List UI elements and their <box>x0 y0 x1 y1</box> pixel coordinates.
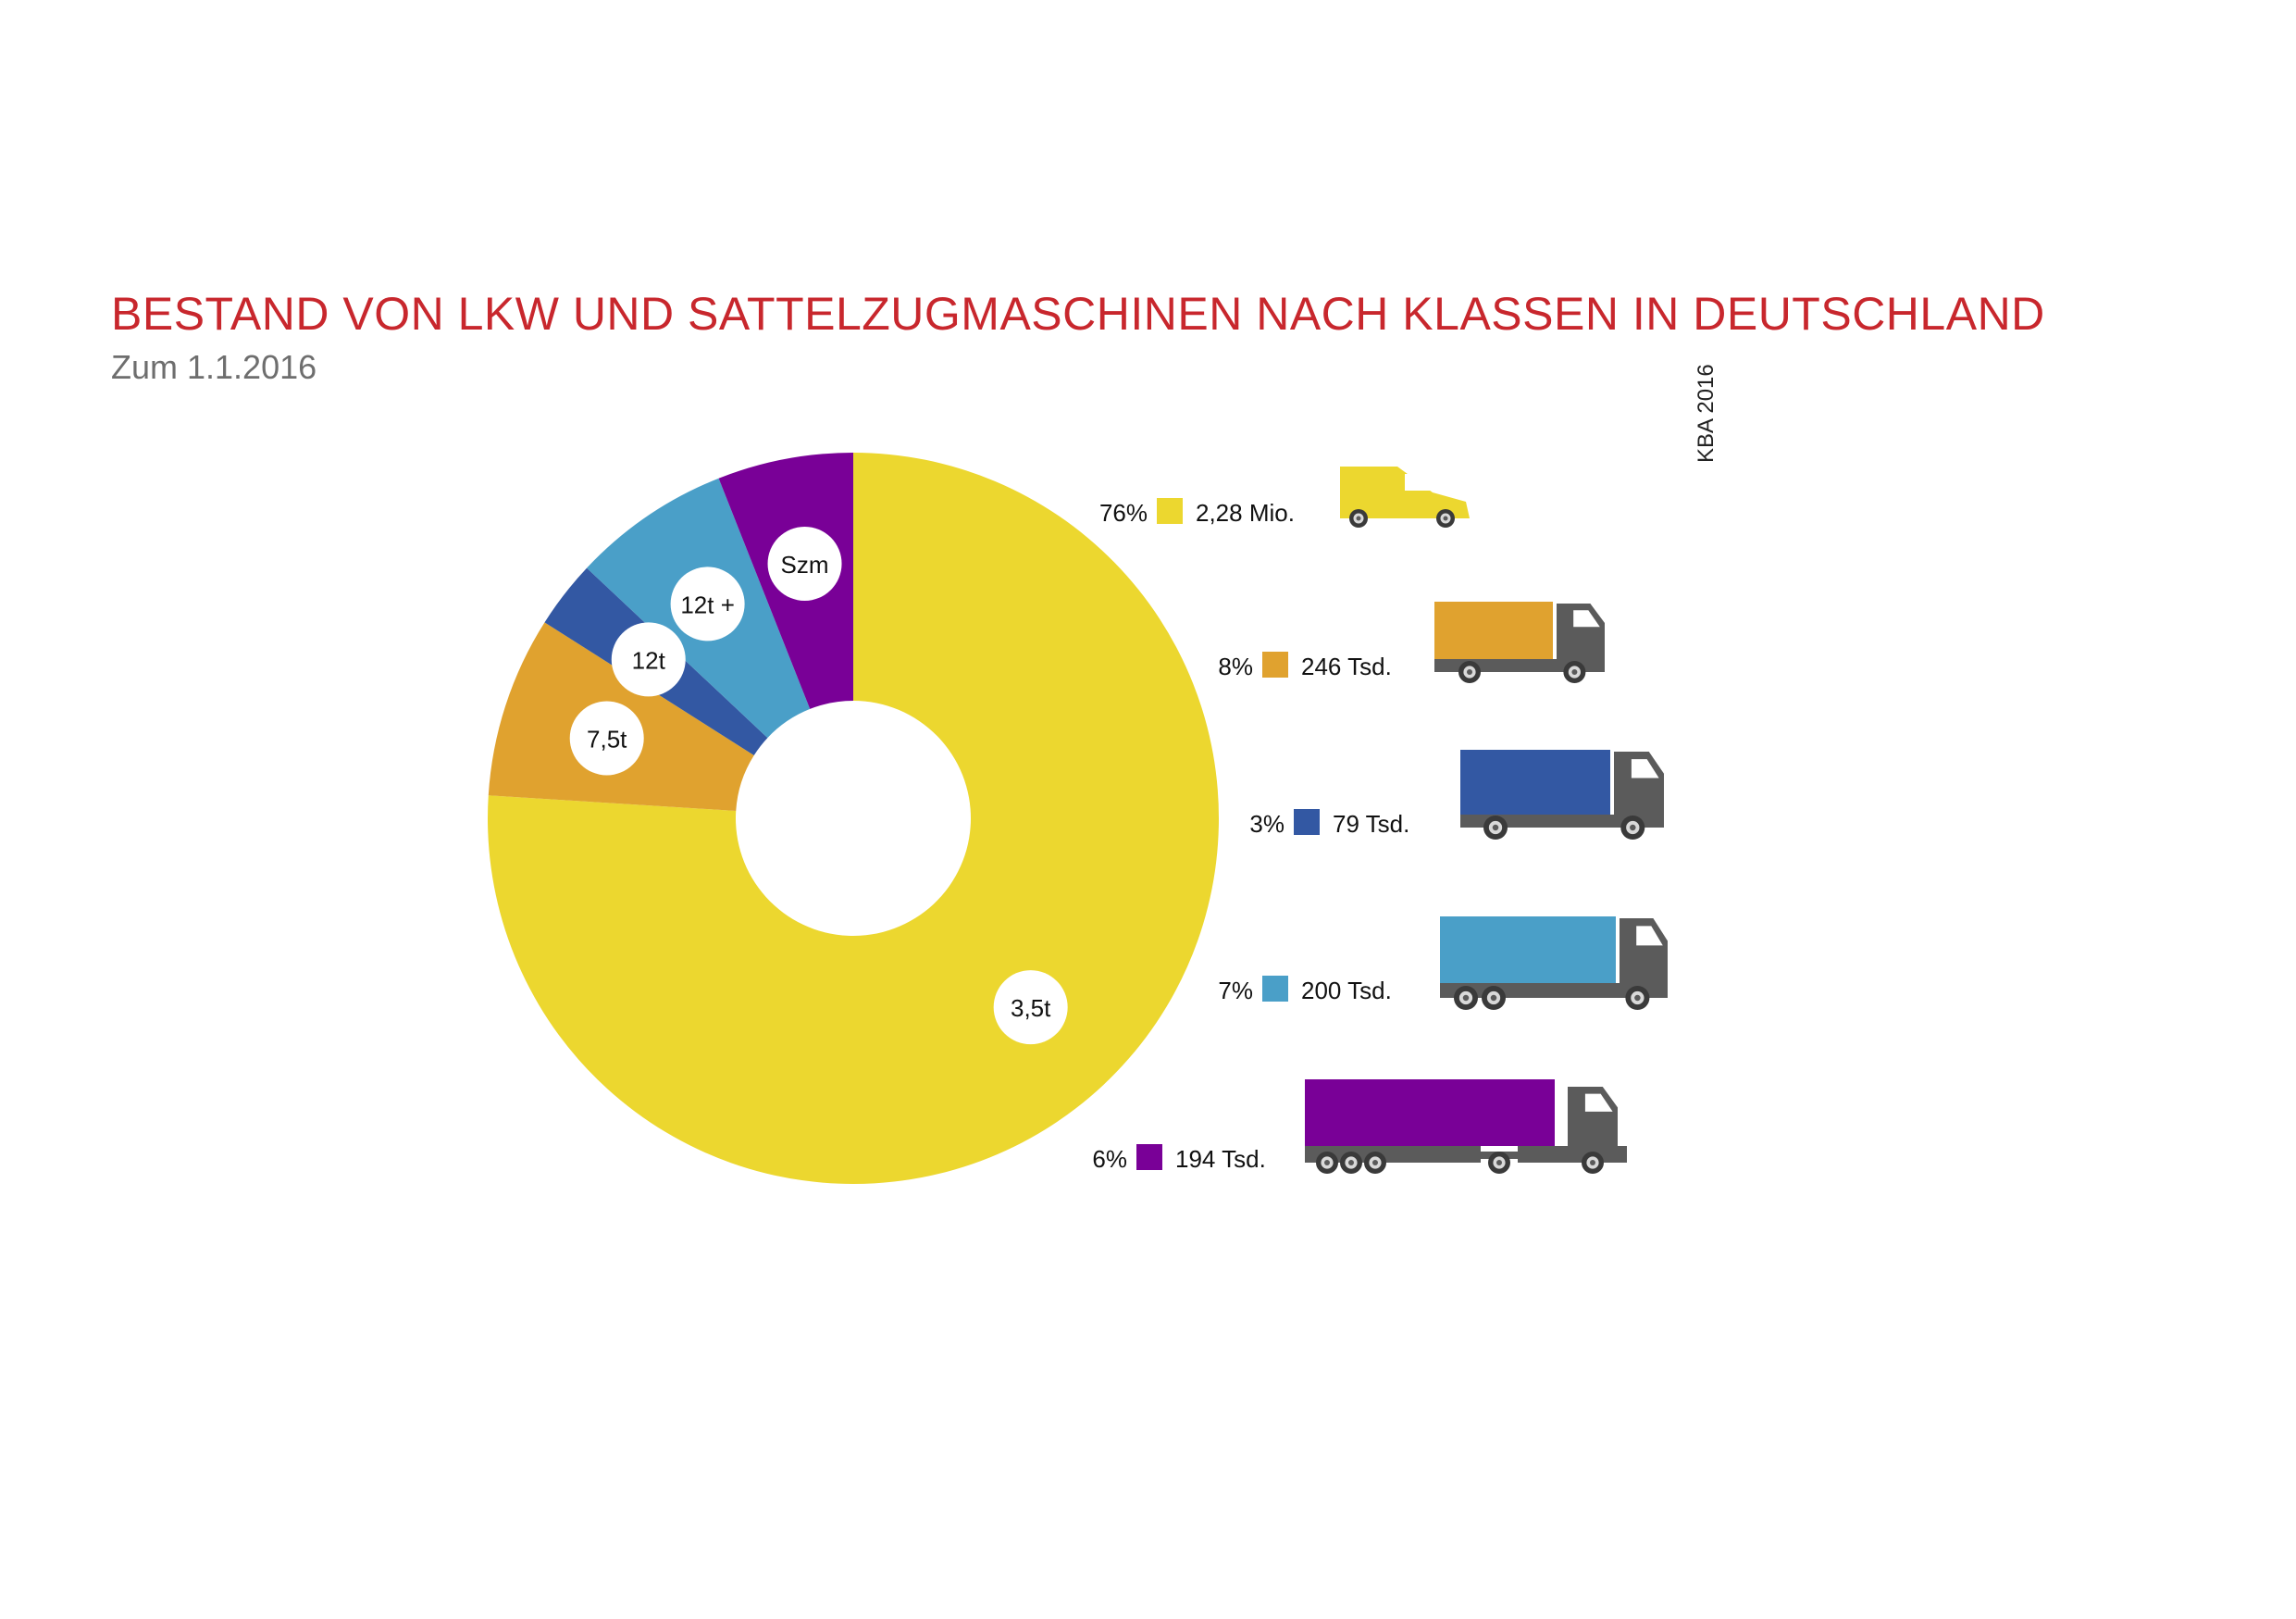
truck-window <box>1631 759 1659 778</box>
slice-label: 12t + <box>680 591 735 618</box>
cargo-box <box>1460 750 1610 815</box>
wheel-center <box>1496 1160 1502 1165</box>
legend-swatch <box>1294 809 1320 835</box>
legend-value: 79 Tsd. <box>1333 810 1409 838</box>
wheel-center <box>1348 1160 1354 1165</box>
legend-percent: 7% <box>1218 977 1253 1004</box>
legend-percent: 3% <box>1249 810 1285 838</box>
cargo-box <box>1440 916 1616 983</box>
legend-value: 246 Tsd. <box>1301 653 1392 680</box>
wheel-center <box>1630 824 1636 831</box>
wheel-center <box>1356 516 1361 521</box>
legend-percent: 8% <box>1218 653 1253 680</box>
wheel-center <box>1372 1160 1378 1165</box>
chassis <box>1460 815 1664 828</box>
legend-percent: 6% <box>1092 1145 1127 1173</box>
legend-value: 2,28 Mio. <box>1196 499 1295 527</box>
wheel-center <box>1467 669 1472 675</box>
vehicle-icons <box>1305 467 1668 1174</box>
chart-title: BESTAND VON LKW UND SATTELZUGMASCHINEN N… <box>111 288 2045 340</box>
box-truck-icon <box>1434 602 1605 683</box>
legend-swatch <box>1157 498 1183 524</box>
van-window <box>1405 474 1436 491</box>
slice-label-bubble <box>767 526 842 601</box>
wheel-center <box>1490 994 1497 1002</box>
wheel-center <box>1443 516 1448 521</box>
wheel-center <box>1571 669 1578 675</box>
legend-item: 8% 246 Tsd. <box>1218 652 1392 680</box>
legend-swatch <box>1136 1144 1162 1170</box>
legend-item: 76% 2,28 Mio. <box>1099 498 1295 527</box>
wheel-center <box>1634 994 1641 1002</box>
slice-label-bubble <box>611 622 686 697</box>
legend-item: 3% 79 Tsd. <box>1249 809 1409 838</box>
wheel-center <box>1324 1160 1330 1165</box>
donut-chart: 3,5t 7,5t 12t 12t + Szm <box>488 453 1219 1185</box>
slice-label: 7,5t <box>587 725 627 753</box>
legend-item: 7% 200 Tsd. <box>1218 976 1392 1004</box>
chart-subtitle: Zum 1.1.2016 <box>111 348 317 386</box>
wheel-center <box>1492 824 1499 831</box>
van-body <box>1340 467 1470 518</box>
cargo-box <box>1434 602 1553 659</box>
slice-label: Szm <box>781 551 829 579</box>
legend: 76% 2,28 Mio. 8% 246 Tsd. 3% 79 Tsd. 7% 200 Tsd… <box>1092 498 1409 1173</box>
truck-window <box>1584 1093 1613 1112</box>
slice-label-bubble <box>569 701 644 776</box>
tractor-chassis <box>1518 1146 1627 1163</box>
legend-value: 200 Tsd. <box>1301 977 1392 1004</box>
trailer-link <box>1481 1152 1545 1159</box>
legend-swatch <box>1262 976 1288 1002</box>
truck-window <box>1573 610 1600 628</box>
wheel-center <box>1590 1160 1595 1165</box>
semi-truck-icon <box>1305 1079 1627 1174</box>
legend-swatch <box>1262 652 1288 678</box>
heavy-truck-icon <box>1440 916 1668 1010</box>
slice-label: 12t <box>632 646 666 674</box>
legend-value: 194 Tsd. <box>1175 1145 1266 1173</box>
slice-label: 3,5t <box>1011 994 1051 1022</box>
trailer-box <box>1305 1079 1555 1146</box>
van-icon <box>1340 467 1470 528</box>
legend-item: 6% 194 Tsd. <box>1092 1144 1266 1173</box>
box-truck-icon <box>1460 750 1664 840</box>
wheel-center <box>1462 994 1470 1002</box>
slice-label-bubble <box>993 970 1068 1045</box>
slice-label-bubble <box>670 567 745 641</box>
legend-percent: 76% <box>1099 499 1148 527</box>
truck-window <box>1636 926 1663 946</box>
